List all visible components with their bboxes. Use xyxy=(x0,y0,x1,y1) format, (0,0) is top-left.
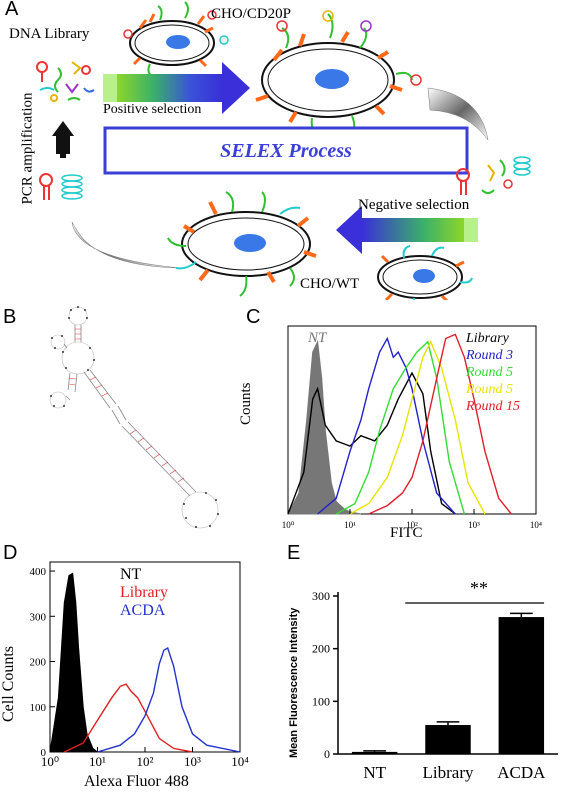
panel-e-ylabel: Mean Fluorescence Intensity xyxy=(288,607,300,758)
secondary-structure-diagram xyxy=(49,306,219,529)
d-ytick-label: 0 xyxy=(41,747,47,759)
panel-d-letter: D xyxy=(3,542,18,564)
panel-e-letter: E xyxy=(287,542,301,564)
c-series-round-5-3 xyxy=(335,340,466,515)
cho-bottom-bound-cell xyxy=(167,191,317,297)
d-ytick-label: 200 xyxy=(30,657,47,669)
pcr-up-arrow xyxy=(52,121,74,158)
selex-process-box xyxy=(103,126,469,175)
c-series-round-15-5 xyxy=(368,333,512,515)
c-xtick-label: 10² xyxy=(406,520,418,530)
panel-d-legend: NT Library ACDA xyxy=(120,566,168,620)
legend-library: Library xyxy=(466,331,509,346)
positive-selection-label: Positive selection xyxy=(103,102,202,117)
selex-diagram xyxy=(36,1,531,300)
d-xtick-label: 10⁴ xyxy=(231,754,249,769)
d-xtick-label: 10⁰ xyxy=(41,754,59,769)
significance-marker: ** xyxy=(470,578,488,598)
cho-wt-small-cell xyxy=(377,245,473,300)
e-ytick-label: 300 xyxy=(312,589,330,603)
panel-c-letter: C xyxy=(246,306,261,328)
cho-cd20p-small-cell xyxy=(123,1,229,77)
cho-wt-label: CHO/WT xyxy=(300,276,360,292)
panel-c-legend: Library Round 3 Round 5 Round 5 Round 15 xyxy=(466,330,520,415)
e-category-label-library: Library xyxy=(423,763,474,782)
e-ytick-label: 200 xyxy=(312,642,330,656)
c-xtick-label: 10³ xyxy=(468,520,480,530)
cycle-ribbon-top-right xyxy=(427,87,489,141)
negative-selection-arrow xyxy=(336,206,478,254)
c-xtick-label: 10¹ xyxy=(344,520,356,530)
positive-selection-arrow xyxy=(103,62,250,114)
d-xtick-label: 10² xyxy=(137,754,154,769)
c-series-round-5-4 xyxy=(349,340,486,515)
pcr-molecules xyxy=(39,173,83,200)
d-series-library-1 xyxy=(63,683,193,753)
e-ytick-label: 0 xyxy=(324,747,330,761)
c-xtick-label: 10⁰ xyxy=(282,520,295,530)
legend-library: Library xyxy=(120,584,168,601)
d-ytick-label: 400 xyxy=(30,566,47,578)
d-series-nt-0 xyxy=(49,572,99,753)
panel-b-letter: B xyxy=(3,306,17,328)
e-bar-library xyxy=(425,725,471,754)
legend-round-5-yellow: Round 5 xyxy=(466,382,514,397)
dna-library-molecules xyxy=(36,61,95,102)
legend-acda: ACDA xyxy=(120,602,166,619)
dna-library-label: DNA Library xyxy=(9,26,90,42)
legend-round-15: Round 15 xyxy=(466,399,521,414)
e-bar-acda xyxy=(498,617,545,754)
e-category-label-acda: ACDA xyxy=(497,763,546,782)
panel-c-nt-label: NT xyxy=(308,330,327,346)
panel-a-letter: A xyxy=(5,0,19,20)
legend-nt: NT xyxy=(120,566,142,583)
panel-d-xlabel: Alexa Fluor 488 xyxy=(84,773,189,790)
legend-round-5-green: Round 5 xyxy=(466,365,514,380)
legend-round-3: Round 3 xyxy=(466,348,514,363)
selex-process-label: SELEX Process xyxy=(220,140,352,162)
e-bar-nt xyxy=(351,751,398,754)
e-ytick-label: 100 xyxy=(312,694,330,708)
d-ytick-label: 300 xyxy=(30,611,47,623)
panel-c-xlabel: FITC xyxy=(390,525,423,541)
cho-cd20p-label: CHO/CD20P xyxy=(211,6,292,22)
d-ytick-label: 100 xyxy=(30,702,47,714)
c-xtick-label: 10⁴ xyxy=(530,520,542,530)
negative-selection-label: Negative selection xyxy=(358,197,470,213)
c-series-round-3-2 xyxy=(317,336,456,515)
d-xtick-label: 10¹ xyxy=(89,754,106,769)
d-series-acda-2 xyxy=(97,646,241,753)
e-category-label-nt: NT xyxy=(363,763,386,782)
unbound-molecules xyxy=(456,156,531,195)
d-xtick-label: 10³ xyxy=(184,754,201,769)
